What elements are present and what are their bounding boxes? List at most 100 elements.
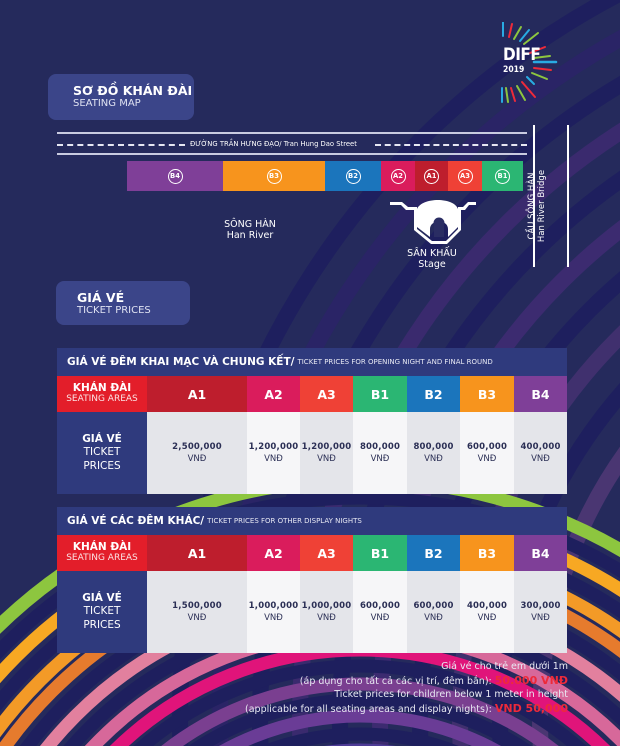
price-currency: VNĐ bbox=[477, 613, 497, 623]
note-line-4: (applicable for all seating areas and di… bbox=[245, 701, 568, 716]
bridge-label-en: Han River Bridge bbox=[537, 169, 548, 243]
river-label-vi: SÔNG HÀN bbox=[224, 219, 276, 230]
seating-areas-header: KHÁN ĐÀI SEATING AREAS bbox=[57, 376, 147, 412]
price-currency: VNĐ bbox=[264, 454, 283, 464]
note-line-1: Giá vé cho trẻ em dưới 1m bbox=[441, 661, 568, 672]
price-cell-b2: 600,000 VNĐ bbox=[407, 571, 460, 653]
price-amount: 1,000,000 bbox=[301, 600, 352, 611]
price-currency: VNĐ bbox=[187, 613, 207, 623]
price-cell-b1: 800,000 VNĐ bbox=[353, 412, 407, 494]
stage-label: SÂN KHẤU Stage bbox=[397, 248, 467, 271]
area-header-b4: B4 bbox=[514, 535, 567, 571]
area-header-b2: B2 bbox=[407, 535, 460, 571]
price-currency: VNĐ bbox=[317, 454, 336, 464]
child-price-vnd: 50.000 VNĐ bbox=[494, 674, 568, 688]
bridge-line-right bbox=[567, 125, 569, 267]
price-cell-b2: 800,000 VNĐ bbox=[407, 412, 460, 494]
area-header-a1: A1 bbox=[147, 535, 247, 571]
price-cell-a1: 2,500,000 VNĐ bbox=[147, 412, 247, 494]
seating-areas-header: KHÁN ĐÀI SEATING AREAS bbox=[57, 535, 147, 571]
price-table-opening-final: GIÁ VÉ ĐÊM KHAI MẠC VÀ CHUNG KẾT/ TICKET… bbox=[57, 348, 567, 494]
row-label-en-1: TICKET bbox=[83, 446, 121, 459]
price-currency: VNĐ bbox=[424, 613, 443, 623]
area-header-a1: A1 bbox=[147, 376, 247, 412]
price-amount: 600,000 bbox=[413, 600, 454, 611]
section-a3-badge: A3 bbox=[457, 168, 473, 184]
road-dashed-line-right bbox=[375, 144, 527, 146]
area-header-a3: A3 bbox=[300, 535, 353, 571]
price-amount: 1,500,000 bbox=[172, 600, 222, 611]
price-cell-b1: 600,000 VNĐ bbox=[353, 571, 407, 653]
street-label: ĐƯỜNG TRẦN HƯNG ĐẠO/ Tran Hung Dao Stree… bbox=[190, 140, 357, 148]
price-currency: VNĐ bbox=[264, 613, 283, 623]
note-line-2: (áp dụng cho tất cả các vị trí, đêm bắn)… bbox=[245, 673, 568, 688]
area-header-b1: B1 bbox=[353, 376, 407, 412]
area-header-a3: A3 bbox=[300, 376, 353, 412]
section-b2[interactable]: B2 bbox=[325, 161, 381, 191]
area-header-b3: B3 bbox=[460, 376, 514, 412]
price-table-other-nights: GIÁ VÉ CÁC ĐÊM KHÁC/ TICKET PRICES FOR O… bbox=[57, 507, 567, 653]
road-top-line bbox=[57, 132, 527, 134]
note-line-3: Ticket prices for children below 1 meter… bbox=[334, 689, 568, 701]
ticket-prices-row-label: GIÁ VÉ TICKET PRICES bbox=[57, 571, 147, 653]
seating-areas-label-en: SEATING AREAS bbox=[66, 393, 138, 404]
price-currency: VNĐ bbox=[424, 454, 443, 464]
table-header-row: KHÁN ĐÀI SEATING AREAS A1 A2 A3 B1 B2 B3… bbox=[57, 376, 567, 412]
seating-areas-label-vi: KHÁN ĐÀI bbox=[72, 382, 132, 395]
table-title: GIÁ VÉ CÁC ĐÊM KHÁC/ TICKET PRICES FOR O… bbox=[57, 507, 567, 535]
price-cell-a2: 1,000,000 VNĐ bbox=[247, 571, 300, 653]
area-header-b4: B4 bbox=[514, 376, 567, 412]
note-line-4-text: (applicable for all seating areas and di… bbox=[245, 704, 492, 716]
section-a1[interactable]: A1 bbox=[415, 161, 448, 191]
price-cell-a3: 1,200,000 VNĐ bbox=[300, 412, 353, 494]
ticket-prices-row-label: GIÁ VÉ TICKET PRICES bbox=[57, 412, 147, 494]
road-dashed-line-left bbox=[57, 144, 185, 146]
table-title-en: TICKET PRICES FOR OPENING NIGHT AND FINA… bbox=[297, 358, 493, 366]
price-amount: 1,200,000 bbox=[248, 441, 299, 452]
note-line-2-text: (áp dụng cho tất cả các vị trí, đêm bắn)… bbox=[299, 676, 492, 688]
river-label: SÔNG HÀN Han River bbox=[205, 219, 295, 242]
row-label-en-2: PRICES bbox=[83, 459, 121, 472]
price-cell-a2: 1,200,000 VNĐ bbox=[247, 412, 300, 494]
section-a3[interactable]: A3 bbox=[448, 161, 482, 191]
ticket-prices-heading: GIÁ VÉ TICKET PRICES bbox=[56, 281, 190, 325]
ticket-prices-title-vi: GIÁ VÉ bbox=[77, 290, 125, 305]
price-currency: VNĐ bbox=[531, 454, 550, 464]
bridge-line-left bbox=[533, 125, 535, 267]
logo-name: DIFF bbox=[503, 45, 541, 65]
section-b4-badge: B4 bbox=[167, 168, 183, 184]
section-b3[interactable]: B3 bbox=[223, 161, 325, 191]
diff-logo: DIFF 2019 bbox=[503, 45, 541, 75]
price-amount: 1,200,000 bbox=[301, 441, 352, 452]
price-amount: 400,000 bbox=[466, 600, 508, 611]
price-currency: VNĐ bbox=[187, 454, 207, 464]
price-amount: 800,000 bbox=[413, 441, 454, 452]
price-currency: VNĐ bbox=[370, 454, 390, 464]
section-b1[interactable]: B1 bbox=[482, 161, 523, 191]
area-header-b3: B3 bbox=[460, 535, 514, 571]
price-currency: VNĐ bbox=[370, 613, 390, 623]
child-price-en: VND 50,000 bbox=[494, 702, 568, 716]
area-header-a2: A2 bbox=[247, 376, 300, 412]
row-label-vi: GIÁ VÉ bbox=[82, 433, 122, 446]
price-cell-b4: 300,000 VNĐ bbox=[514, 571, 567, 653]
section-b3-badge: B3 bbox=[266, 168, 282, 184]
row-label-vi: GIÁ VÉ bbox=[82, 592, 122, 605]
section-b2-badge: B2 bbox=[345, 168, 361, 184]
section-a1-badge: A1 bbox=[424, 168, 439, 184]
section-a2-badge: A2 bbox=[390, 168, 406, 184]
stage-label-en: Stage bbox=[418, 259, 446, 271]
river-label-en: Han River bbox=[226, 230, 274, 242]
price-amount: 2,500,000 bbox=[172, 441, 222, 452]
price-amount: 800,000 bbox=[359, 441, 401, 452]
price-row: GIÁ VÉ TICKET PRICES 1,500,000 VNĐ 1,000,… bbox=[57, 571, 567, 653]
section-b4[interactable]: B4 bbox=[127, 161, 223, 191]
table-title-vi: GIÁ VÉ ĐÊM KHAI MẠC VÀ CHUNG KẾT/ bbox=[67, 356, 295, 368]
price-cell-a1: 1,500,000 VNĐ bbox=[147, 571, 247, 653]
price-amount: 1,000,000 bbox=[248, 600, 299, 611]
row-label-en-1: TICKET bbox=[83, 605, 121, 618]
price-currency: VNĐ bbox=[531, 613, 550, 623]
price-amount: 300,000 bbox=[520, 600, 561, 611]
price-cell-b3: 600,000 VNĐ bbox=[460, 412, 514, 494]
section-a2[interactable]: A2 bbox=[381, 161, 415, 191]
